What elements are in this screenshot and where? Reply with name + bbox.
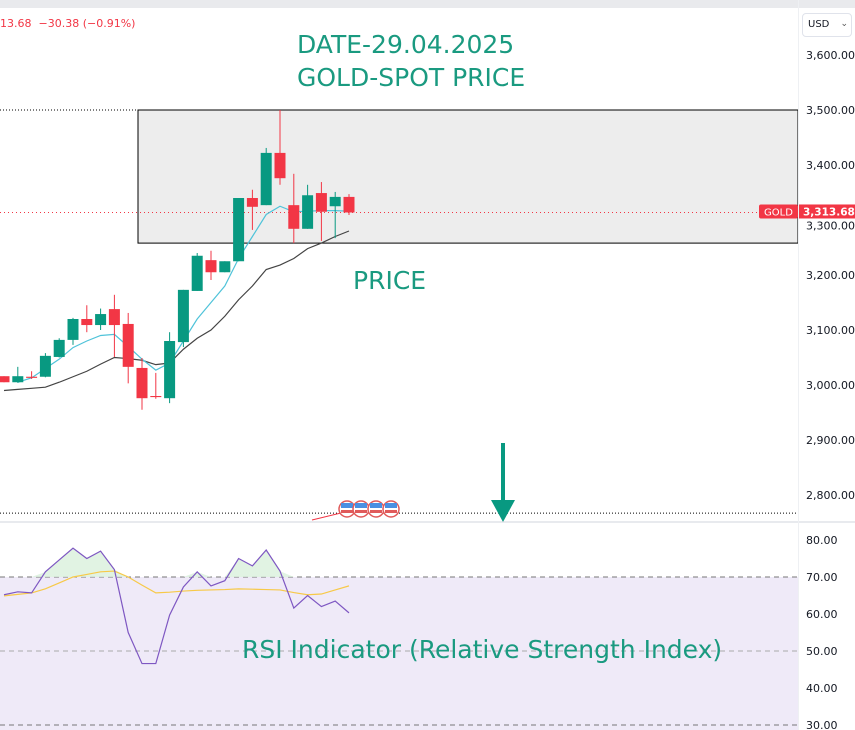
- price-tick-label: 3,200.00: [806, 269, 855, 282]
- candle-body: [219, 261, 231, 273]
- candle-body: [302, 195, 314, 229]
- rsi-tick-label: 40.00: [806, 682, 838, 695]
- us-flag-event-icon: [370, 503, 382, 508]
- rsi-tick-label: 50.00: [806, 645, 838, 658]
- price-tick-label: 2,800.00: [806, 489, 855, 502]
- candle-body: [329, 196, 341, 207]
- candle-body: [246, 198, 258, 207]
- annotation-rsi: RSI Indicator (Relative Strength Index): [242, 635, 723, 664]
- us-flag-event-icon: [341, 510, 353, 513]
- rsi-tick-label: 70.00: [806, 571, 838, 584]
- price-tick-label: 3,400.00: [806, 159, 855, 172]
- price-tick-label: 2,900.00: [806, 434, 855, 447]
- currency-select[interactable]: USD ⌄: [802, 13, 852, 37]
- candle-body: [343, 196, 355, 213]
- rsi-line: [3, 547, 350, 665]
- price-change-readout: 13.68 −30.38 (−0.91%): [0, 17, 136, 30]
- chevron-down-icon: ⌄: [840, 19, 848, 29]
- us-flag-event-icon: [385, 510, 397, 513]
- top-toolbar-strip: [0, 0, 855, 8]
- candle-body: [26, 376, 38, 378]
- candle-body: [274, 152, 286, 179]
- symbol-tag-label: GOLD: [764, 207, 793, 218]
- candle-body: [205, 260, 217, 273]
- candle-body: [81, 319, 93, 326]
- symbol-tag: [759, 204, 798, 219]
- us-flag-event-icon: [355, 510, 367, 513]
- candle-body: [136, 367, 148, 399]
- price-tick-label: 3,600.00: [806, 49, 855, 62]
- annotation-date: DATE-29.04.2025: [297, 30, 515, 59]
- candle-body: [39, 355, 51, 377]
- candle-body: [150, 396, 162, 398]
- candle-body: [53, 339, 65, 357]
- candle-body: [122, 323, 134, 367]
- price-tick-label: 3,500.00: [806, 104, 855, 117]
- us-flag-event-icon: [355, 503, 367, 508]
- rsi-ma-line: [3, 570, 350, 597]
- candle-body: [67, 319, 79, 340]
- rsi-band-background: [0, 577, 798, 730]
- annotation-gold-spot-price: GOLD-SPOT PRICE: [297, 63, 526, 92]
- us-flag-event-icon: [385, 503, 397, 508]
- annotation-price: PRICE: [353, 266, 427, 295]
- candle-body: [164, 341, 176, 399]
- ma-slow-line: [3, 230, 350, 392]
- last-price-tag: [799, 204, 855, 219]
- price-tick-label: 3,300.00: [806, 219, 855, 232]
- candle-body: [12, 376, 24, 383]
- candle-body: [191, 255, 203, 291]
- candle-body: [233, 198, 245, 262]
- rsi-tick-label: 60.00: [806, 608, 838, 621]
- rsi-tick-label: 30.00: [806, 719, 838, 730]
- us-flag-event-icon: [341, 503, 353, 508]
- candle-body: [288, 205, 300, 229]
- last-price-label: 3,313.68: [803, 206, 855, 218]
- candle-body: [95, 314, 107, 326]
- candle-body: [0, 376, 10, 383]
- us-flag-event-icon: [370, 510, 382, 513]
- price-tick-label: 3,000.00: [806, 379, 855, 392]
- candle-body: [108, 309, 120, 326]
- candle-body: [177, 289, 189, 343]
- candle-body: [315, 193, 327, 212]
- price-tick-label: 3,100.00: [806, 324, 855, 337]
- rsi-tick-label: 80.00: [806, 534, 838, 547]
- rsi-overbought-fill: [4, 548, 349, 577]
- down-arrow-icon: [491, 500, 515, 522]
- candle-body: [260, 152, 272, 206]
- currency-label: USD: [808, 19, 830, 30]
